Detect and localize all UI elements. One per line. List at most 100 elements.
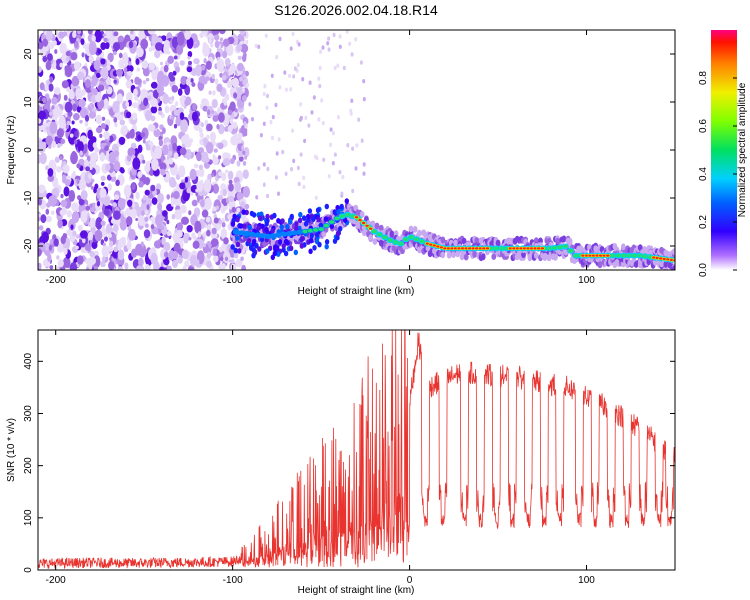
spectrogram-blob xyxy=(326,41,330,46)
spectrogram-blob xyxy=(172,259,178,268)
spectrogram-blob xyxy=(257,166,261,171)
spectrogram-blob xyxy=(312,245,317,251)
spectrogram-blob xyxy=(49,194,58,206)
spectrogram-blob xyxy=(257,246,262,252)
spectrogram-blob xyxy=(88,256,96,266)
spectrogram-blob xyxy=(236,191,244,201)
spectrogram-blob xyxy=(100,58,106,65)
spectrogram-y-label: Frequency (Hz) xyxy=(6,116,17,185)
spectrogram-blob xyxy=(301,77,305,82)
spectrogram-blob xyxy=(163,242,171,252)
spectrogram-blob xyxy=(118,238,126,248)
spectrogram-hot-blob xyxy=(602,254,606,257)
spectrogram-blob xyxy=(137,99,141,105)
spectrogram-blob xyxy=(310,110,314,115)
spectrogram-blob xyxy=(76,178,80,185)
spectrogram-blob xyxy=(104,145,109,152)
spectrogram-blob xyxy=(251,238,257,245)
spectrogram-blob xyxy=(147,30,156,35)
spectrogram-blob xyxy=(104,236,108,242)
spectrogram-blob xyxy=(156,210,162,216)
spectrogram-blob xyxy=(80,38,85,45)
spectrogram-hot-blob xyxy=(439,246,444,249)
spectrogram-hot-blob xyxy=(537,247,541,250)
spectrogram-blob xyxy=(359,60,363,65)
spectrogram-blob xyxy=(125,80,133,89)
spectrogram-blob xyxy=(130,208,137,219)
spectrogram-blob xyxy=(38,110,47,120)
spectrogram-blob xyxy=(166,230,172,237)
spectrogram-blob xyxy=(184,98,190,107)
spectrogram-blob xyxy=(157,193,165,204)
spectrogram-blob xyxy=(254,43,258,48)
spectrogram-blob xyxy=(110,199,114,204)
spectrogram-blob xyxy=(208,90,212,95)
spectrogram-blob xyxy=(75,245,79,250)
spectrogram-blob xyxy=(145,144,151,151)
spectrogram-blob xyxy=(88,153,96,167)
spectrogram-blob xyxy=(103,196,111,207)
spectrogram-blob xyxy=(51,105,55,110)
spectrogram-blob xyxy=(61,80,69,89)
spectrogram-blob xyxy=(243,121,247,126)
spectrogram-blob xyxy=(156,83,164,95)
spectrogram-ridge-blob xyxy=(238,230,245,236)
spectrogram-blob xyxy=(671,248,675,256)
spectrogram-blob xyxy=(265,105,269,111)
spectrogram-blob xyxy=(84,120,89,127)
spectrogram-blob xyxy=(163,64,169,73)
spectrogram-blob xyxy=(158,110,163,116)
snr-x-ticks: -200 -100 0 100 xyxy=(46,330,595,586)
spectrogram-blob xyxy=(302,175,306,180)
spectrogram-blob xyxy=(158,239,162,243)
spectrogram-hot-blob xyxy=(453,247,458,250)
spectrogram-blob xyxy=(127,147,136,157)
spectrogram-blob xyxy=(45,165,49,171)
spectrogram-blob xyxy=(221,74,227,81)
spectrogram-blob xyxy=(49,265,54,270)
spectrogram-ridge-blob xyxy=(610,253,616,258)
spectrogram-blob xyxy=(41,34,47,40)
spectrogram-blob xyxy=(246,82,250,88)
spectrogram-blob xyxy=(94,229,103,242)
spectrogram-blob xyxy=(209,131,216,142)
spectrogram-blob xyxy=(183,105,187,109)
y-tick-label: 0 xyxy=(23,147,34,153)
colorbar-tick-label: 0.6 xyxy=(698,119,709,133)
spectrogram-blob xyxy=(104,42,110,50)
spectrogram-ridge-blob xyxy=(387,238,393,242)
spectrogram-blob xyxy=(172,142,178,151)
spectrogram-blob xyxy=(206,229,211,237)
spectrogram-blob xyxy=(63,186,70,197)
spectrogram-blob xyxy=(38,118,42,124)
spectrogram-blob xyxy=(187,56,191,60)
spectrogram-blob xyxy=(327,47,331,52)
spectrogram-hot-blob xyxy=(591,254,596,257)
spectrogram-blob xyxy=(60,138,66,144)
spectrogram-blob xyxy=(129,129,135,139)
spectrogram-blob xyxy=(206,134,210,140)
spectrogram-blob xyxy=(232,213,237,220)
spectrogram-blob xyxy=(199,127,203,135)
spectrogram-blob xyxy=(362,79,366,84)
spectrogram-blob xyxy=(240,43,249,54)
spectrogram-blob xyxy=(107,232,112,239)
spectrogram-blob xyxy=(181,249,189,260)
spectrogram-blob xyxy=(240,256,244,261)
spectrogram-ridge-blob xyxy=(296,229,304,235)
y-tick-label: 20 xyxy=(23,48,34,60)
spectrogram-blob xyxy=(242,70,246,75)
spectrogram-blob xyxy=(284,87,288,92)
spectrogram-blob xyxy=(126,64,134,73)
spectrogram-blob xyxy=(283,250,289,257)
spectrogram-blob xyxy=(100,175,106,181)
spectrogram-blob xyxy=(91,178,95,183)
spectrogram-blob xyxy=(62,164,70,174)
colorbar-tick-label: 0.2 xyxy=(698,215,709,229)
spectrogram-blob xyxy=(308,80,312,85)
spectrogram-blob xyxy=(49,76,54,83)
spectrogram-blob xyxy=(155,42,163,51)
spectrogram-blob xyxy=(188,60,192,66)
spectrogram-blob xyxy=(94,265,98,270)
spectrogram-blob xyxy=(84,243,92,252)
